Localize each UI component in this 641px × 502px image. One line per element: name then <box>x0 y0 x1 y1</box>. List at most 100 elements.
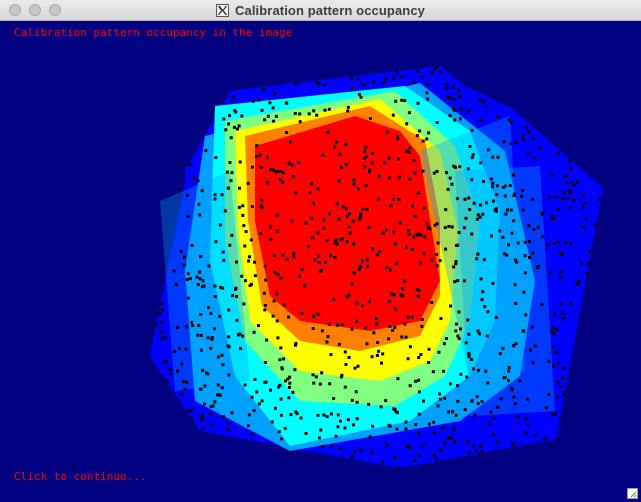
detected-point <box>391 328 395 332</box>
occupancy-canvas[interactable]: Calibration pattern occupancy in the ima… <box>0 21 641 502</box>
detected-point <box>437 350 441 354</box>
detected-point <box>295 412 299 416</box>
detected-point <box>524 313 528 317</box>
detected-point <box>232 125 236 129</box>
detected-point <box>268 225 272 229</box>
detected-point <box>294 410 298 414</box>
detected-point <box>298 112 302 116</box>
detected-point <box>199 348 203 352</box>
detected-point <box>489 410 493 414</box>
detected-point <box>438 392 442 396</box>
detected-point <box>369 117 372 120</box>
detected-point <box>470 232 474 236</box>
detected-point <box>260 399 264 403</box>
detected-point <box>564 241 568 245</box>
maximize-button[interactable] <box>49 4 61 16</box>
detected-point <box>188 163 192 166</box>
detected-point <box>470 178 474 182</box>
detected-point <box>198 213 202 217</box>
detected-point <box>176 369 180 373</box>
resize-grip[interactable] <box>627 488 638 499</box>
detected-point <box>275 229 279 233</box>
detected-point <box>510 231 514 235</box>
detected-point <box>473 413 477 417</box>
detected-point <box>422 251 426 255</box>
detected-point <box>363 149 367 153</box>
detected-point <box>269 168 273 172</box>
detected-point <box>336 425 340 429</box>
detected-point <box>417 454 421 458</box>
detected-point <box>327 323 331 326</box>
title-bar[interactable]: Calibration pattern occupancy <box>0 0 641 21</box>
detected-point <box>234 110 238 114</box>
detected-point <box>359 215 363 219</box>
detected-point <box>522 290 526 294</box>
detected-point <box>471 153 475 157</box>
detected-point <box>529 348 533 352</box>
detected-point <box>447 224 451 228</box>
detected-point <box>459 107 463 111</box>
detected-point <box>285 131 289 134</box>
detected-point <box>287 385 291 389</box>
detected-point <box>270 420 274 424</box>
detected-point <box>397 198 401 201</box>
detected-point <box>553 242 556 246</box>
detected-point <box>392 230 396 234</box>
detected-point <box>317 254 321 258</box>
detected-point <box>435 253 438 256</box>
detected-point <box>388 424 392 428</box>
detected-point <box>266 155 270 159</box>
detected-point <box>438 259 442 263</box>
detected-point <box>174 282 178 286</box>
detected-point <box>382 81 386 85</box>
detected-point <box>334 238 338 242</box>
detected-point <box>218 314 222 318</box>
detected-point <box>507 366 511 370</box>
detected-point <box>507 118 511 122</box>
detected-point <box>404 335 408 339</box>
detected-point <box>255 144 259 148</box>
detected-point <box>220 353 224 357</box>
detected-point <box>282 357 286 361</box>
detected-point <box>501 235 505 239</box>
detected-point <box>448 114 452 118</box>
detected-point <box>164 359 168 363</box>
detected-point <box>244 230 248 234</box>
detected-point <box>454 262 458 266</box>
detected-point <box>453 440 457 444</box>
detected-point <box>384 77 388 81</box>
detected-point <box>526 423 530 427</box>
detected-point <box>311 236 315 240</box>
detected-point <box>453 428 457 432</box>
detected-point <box>485 104 489 108</box>
detected-point <box>505 208 509 212</box>
continue-prompt[interactable]: Click to continue... <box>14 470 147 483</box>
detected-point <box>509 142 513 146</box>
detected-point <box>422 399 425 403</box>
detected-point <box>231 294 234 298</box>
detected-point <box>257 324 260 328</box>
detected-point <box>210 337 214 341</box>
detected-point <box>435 457 439 461</box>
x11-icon <box>216 4 229 17</box>
detected-point <box>160 320 164 324</box>
detected-point <box>343 426 347 430</box>
detected-point <box>279 170 283 174</box>
detected-point <box>207 306 210 310</box>
detected-point <box>260 198 264 202</box>
detected-point <box>559 270 563 274</box>
detected-point <box>575 283 579 287</box>
minimize-button[interactable] <box>29 4 41 16</box>
detected-point <box>220 386 224 390</box>
detected-point <box>503 184 507 188</box>
detected-point <box>523 254 527 258</box>
close-button[interactable] <box>9 4 21 16</box>
detected-point <box>467 352 471 356</box>
detected-point <box>200 417 204 421</box>
detected-point <box>449 96 452 100</box>
detected-point <box>553 412 557 416</box>
detected-point <box>204 149 208 153</box>
detected-point <box>317 436 321 440</box>
detected-point <box>550 215 554 219</box>
detected-point <box>588 250 592 254</box>
